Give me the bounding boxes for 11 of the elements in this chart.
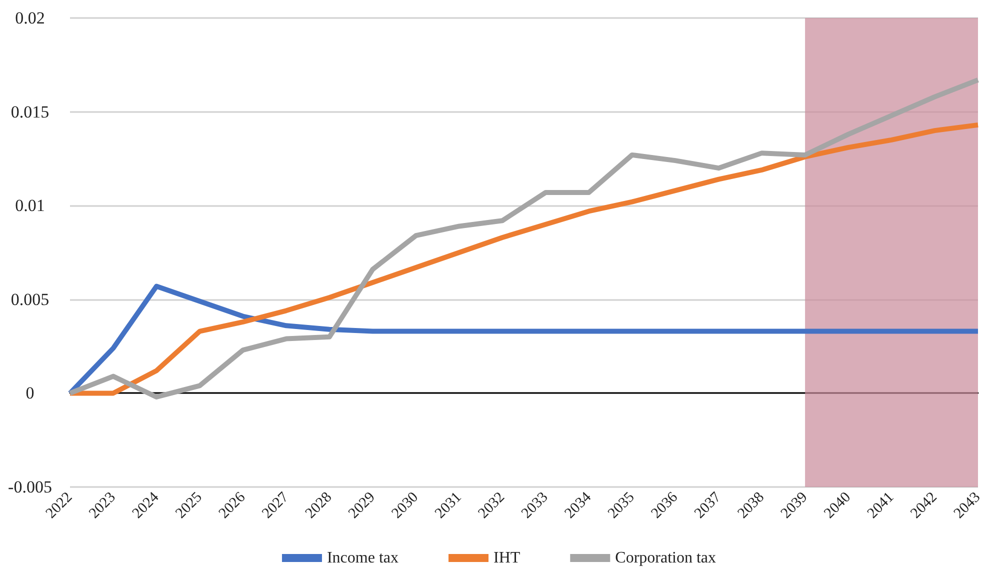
y-tick-label: -0.005: [8, 478, 52, 496]
y-tick-label: 0.01: [15, 196, 45, 216]
y-tick-label: 0.02: [15, 8, 45, 28]
y-tick-label: 0.015: [10, 102, 50, 122]
legend-label: IHT: [494, 550, 520, 566]
y-tick-label: 0.005: [10, 290, 50, 309]
legend-label: Income tax: [326, 550, 399, 566]
x-tick-label: 2031: [432, 489, 465, 522]
legend-label: Corporation tax: [615, 550, 716, 566]
x-tick-label: 2041: [864, 489, 898, 522]
y-tick-label: 0: [26, 384, 34, 403]
